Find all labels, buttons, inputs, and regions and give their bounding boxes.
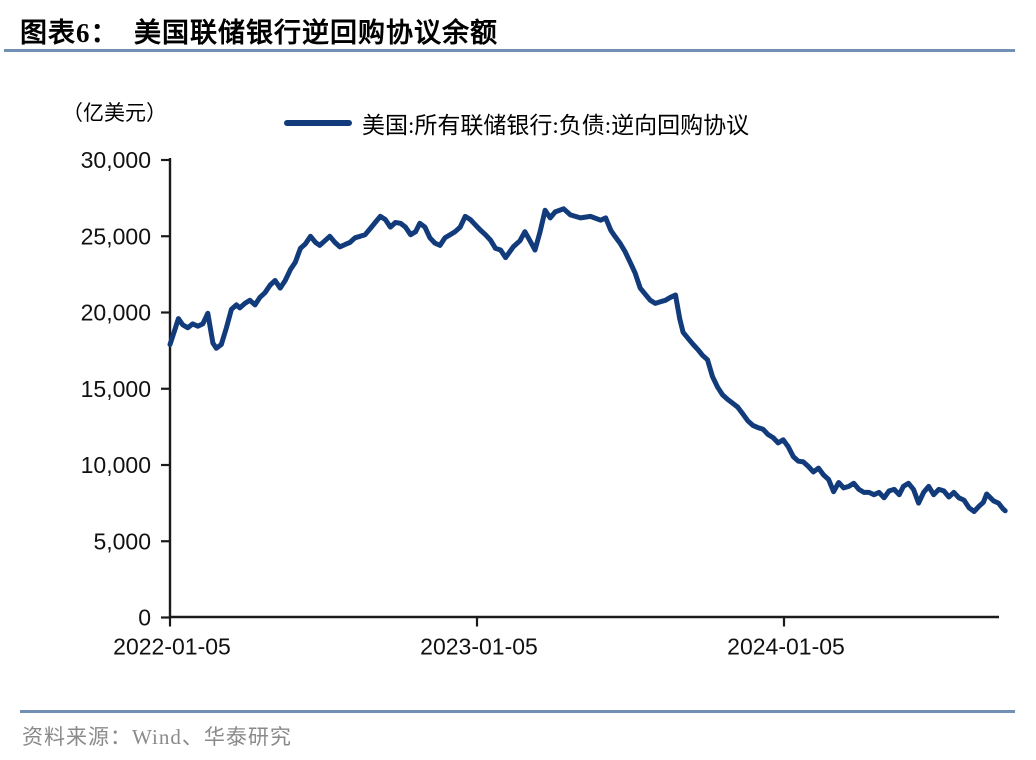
x-tick-label: 2024-01-05: [727, 634, 845, 660]
legend-series-label: 美国:所有联储银行:负债:逆向回购协议: [362, 113, 750, 138]
y-tick-label: 10,000: [81, 452, 151, 478]
y-tick-label: 15,000: [81, 376, 151, 402]
figure-title: 图表6： 美国联储银行逆回购协议余额: [20, 18, 498, 48]
data-source-note: 资料来源：Wind、华泰研究: [22, 725, 292, 749]
y-tick-label: 25,000: [81, 223, 151, 249]
x-tick-label: 2022-01-05: [113, 634, 231, 660]
x-tick-label: 2023-01-05: [420, 634, 538, 660]
legend-line-marker-icon: [284, 120, 352, 126]
y-tick-label: 20,000: [81, 300, 151, 326]
chart-legend: 美国:所有联储银行:负债:逆向回购协议: [284, 106, 749, 140]
footer-divider-rule: [20, 710, 1015, 713]
y-tick-label: 5,000: [93, 528, 151, 554]
y-tick-label: 30,000: [81, 147, 151, 173]
series-line: [167, 206, 1008, 514]
y-axis-unit-label: （亿美元）: [62, 101, 167, 125]
y-tick-label: 0: [138, 605, 151, 631]
title-divider-rule: [4, 49, 1015, 52]
